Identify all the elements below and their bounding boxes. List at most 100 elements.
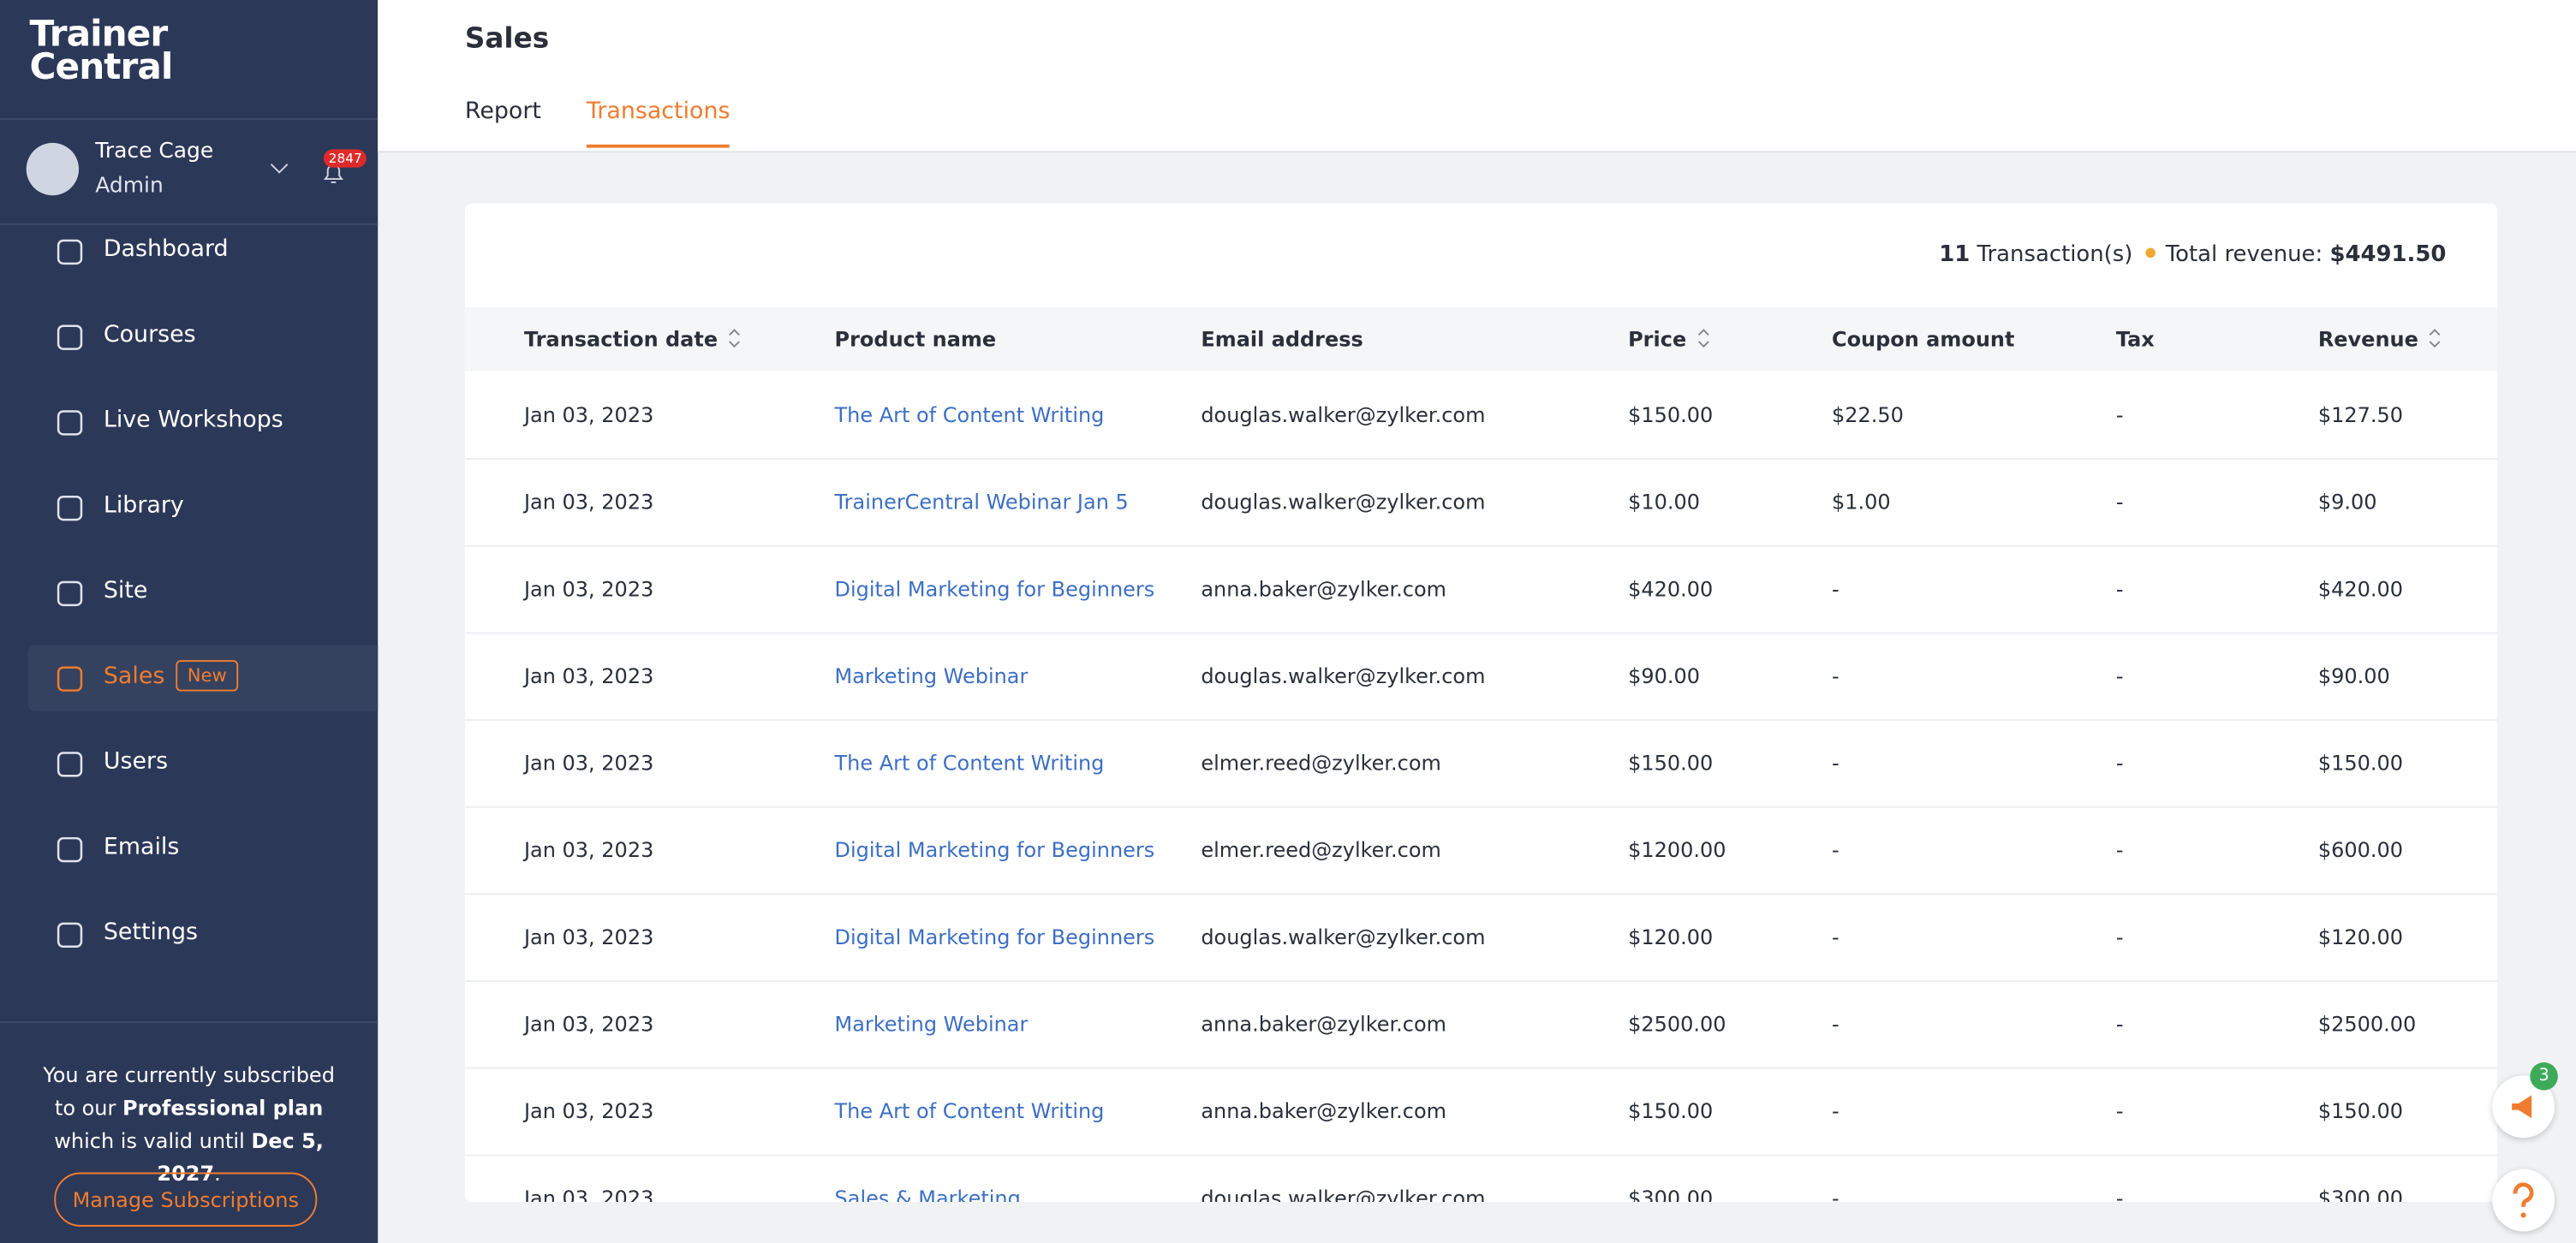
sort-icon[interactable] [728,329,741,348]
table-row: Jan 03, 2023 The Art of Content Writing do… [464,371,2497,461]
nav-item[interactable]: Library [28,474,379,540]
subscription-text: You are currently subscribed to our Prof… [30,1059,349,1190]
table-cell: - [2115,750,2124,776]
table-cell: $1.00 [1831,489,1891,514]
product-link[interactable]: TrainerCentral Webinar Jan 5 [834,489,1129,514]
sort-icon[interactable] [1697,329,1710,348]
product-link[interactable]: Marketing Webinar [834,1011,1029,1037]
column-header: Product name [834,326,997,352]
table-cell: - [2115,837,2124,863]
product-link[interactable]: Digital Marketing for Beginners [834,924,1155,949]
count: 11 [1939,241,1971,268]
notification-badge: 2847 [323,149,367,168]
product-link[interactable]: The Art of Content Writing [834,750,1105,776]
column-header[interactable]: Revenue [2317,326,2418,352]
column-header: Tax [2115,326,2155,352]
count-label: Transaction(s) [1977,241,2133,268]
help-button[interactable] [2492,1169,2555,1232]
table-cell: - [1831,1098,1840,1123]
table-cell: - [2115,663,2124,688]
table-cell: Jan 03, 2023 [523,401,654,427]
product-link[interactable]: The Art of Content Writing [834,1098,1105,1123]
table-row: Jan 03, 2023 Digital Marketing for Beginn… [464,545,2497,634]
tab[interactable]: Report [464,98,541,125]
announce-button[interactable] [2492,1075,2555,1139]
table-cell: $300.00 [2317,1185,2404,1203]
table-cell: $420.00 [2317,576,2404,602]
table-cell: $10.00 [1628,489,1701,514]
table-cell: $300.00 [1628,1185,1714,1203]
manage-button[interactable]: Manage Subscriptions [54,1172,318,1227]
column-header[interactable]: Price [1628,326,1687,352]
table-cell: - [2115,489,2124,514]
table-row: Jan 03, 2023 Digital Marketing for Beginn… [464,806,2497,895]
column-header: Email address [1201,326,1363,352]
nav-item[interactable]: Live Workshops [28,390,379,455]
chevron[interactable] [270,163,289,175]
product-link[interactable]: The Art of Content Writing [834,401,1105,427]
nav-icon [57,580,83,607]
column-header: Coupon amount [1831,326,2015,352]
product-link[interactable]: Digital Marketing for Beginners [834,837,1155,863]
column-header[interactable]: Transaction date [523,326,719,352]
nav-item[interactable]: Users [28,731,379,797]
product-link[interactable]: Marketing Webinar [834,663,1029,688]
user-block[interactable]: Trace Cage Admin 2847 [0,118,379,225]
table-row: Jan 03, 2023 The Art of Content Writing el… [464,719,2497,808]
nav-label: Live Workshops [103,407,283,434]
nav-item[interactable]: Dashboard [28,218,379,284]
nav-label: Dashboard [103,236,229,263]
revenue-label: Total revenue: [2165,241,2323,268]
table-cell: $127.50 [2317,401,2404,427]
product-link[interactable]: Sales & Marketing [834,1185,1021,1203]
table-cell: Jan 03, 2023 [523,837,654,863]
table-cell: elmer.reed@zylker.com [1201,837,1441,863]
table-cell: - [2115,576,2124,602]
nav-label: Courses [103,321,196,348]
table-row: Jan 03, 2023 Marketing Webinar anna.baker@… [464,980,2497,1069]
nav-label: Site [103,578,148,604]
nav-icon [57,922,83,949]
nav-label: Library [103,492,184,520]
revenue: $4491.50 [2329,241,2447,268]
nav-item[interactable]: Emails [28,816,379,882]
table-cell: - [2115,1185,2124,1203]
sort-icon[interactable] [2428,329,2441,348]
table-cell: - [1831,924,1840,949]
table-row: Jan 03, 2023 Sales & Marketing douglas.wal… [465,1154,2497,1202]
nav-label: Emails [103,834,180,861]
table-cell: douglas.walker@zylker.com [1201,1185,1486,1203]
product-link[interactable]: Digital Marketing for Beginners [834,576,1155,602]
table-cell: douglas.walker@zylker.com [1201,489,1486,514]
table-cell: - [2115,401,2124,427]
table-row: Jan 03, 2023 Marketing Webinar douglas.wal… [464,632,2497,722]
table-header: Transaction date Product name Email addres… [464,306,2497,372]
table-cell: - [1831,837,1840,863]
new-tag: New [176,660,239,692]
table-cell: - [2115,1011,2124,1037]
table-cell: Jan 03, 2023 [523,576,654,602]
nav-item[interactable]: Sales New [27,645,379,711]
table-cell: douglas.walker@zylker.com [1201,401,1486,427]
summary: 11 Transaction(s) Total revenue: $4491.50 [1939,241,2446,268]
tab-active[interactable]: Transactions [586,98,730,148]
nav-label: Users [103,748,169,776]
table-cell: $90.00 [2317,663,2390,688]
table-cell: - [1831,1011,1840,1037]
table-cell: Jan 03, 2023 [523,663,654,688]
table-cell: $150.00 [1628,401,1714,427]
table-cell: $9.00 [2317,489,2377,514]
nav-item[interactable]: Settings [28,901,379,967]
nav-label: Settings [103,919,199,946]
user-role: Admin [95,174,164,199]
nav-item[interactable]: Site [28,560,379,626]
table-cell: $1200.00 [1628,837,1726,863]
brand-logo[interactable]: Trainer Central [29,15,174,89]
table-cell: Jan 03, 2023 [523,750,654,776]
nav-item[interactable]: Courses [28,304,379,370]
table-cell: Jan 03, 2023 [523,1185,654,1203]
table-cell: Jan 03, 2023 [523,1011,654,1037]
table-cell: douglas.walker@zylker.com [1201,924,1486,949]
table-cell: Jan 03, 2023 [523,489,654,514]
